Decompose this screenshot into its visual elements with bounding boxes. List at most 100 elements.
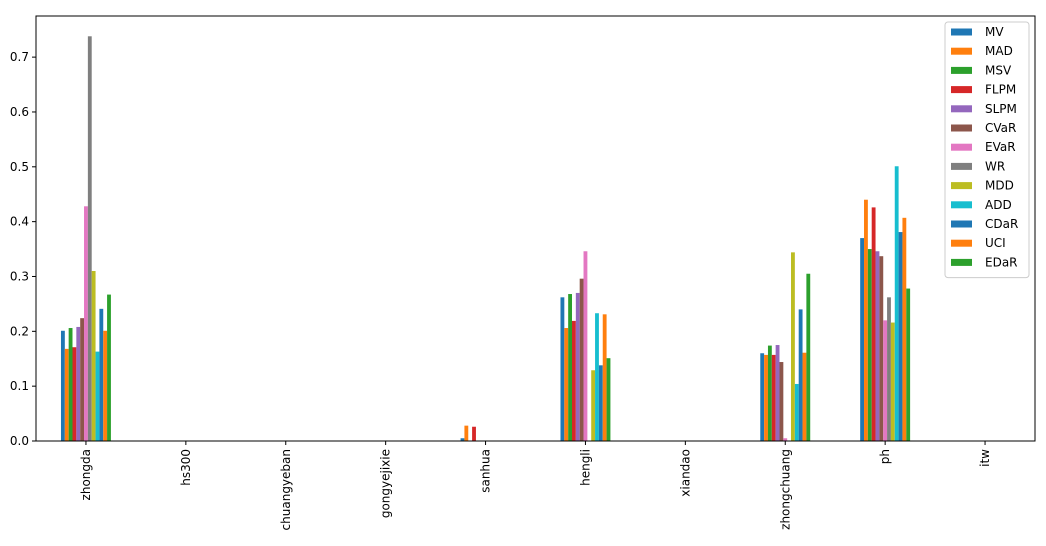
legend-swatch-msv [951,66,972,74]
legend-label-flpm: FLPM [985,83,1016,97]
bar-mdd-zhongchuang [791,252,795,441]
bar-cdar-ph [898,232,903,441]
legend-label-add: ADD [985,198,1012,212]
x-tick-label-xiandao: xiandao [678,449,692,497]
bar-mad-ph [864,199,868,441]
legend-label-mdd: MDD [985,179,1014,193]
bar-edar-zhongda [107,294,111,441]
bar-flpm-zhongchuang [771,354,776,441]
legend-label-uci: UCI [985,236,1006,250]
bar-mdd-ph [890,322,895,441]
bar-msv-zhongchuang [767,345,772,441]
bars-layer [60,36,911,441]
legend-label-wr: WR [985,159,1005,173]
legend-swatch-cvar [951,124,972,132]
bar-add-hengli [595,313,599,441]
bar-add-zhongda [95,351,100,441]
bar-mv-zhongda [60,330,65,441]
bar-evar-zhongda [84,206,88,441]
bar-edar-hengli [606,358,611,441]
legend-swatch-wr [951,162,972,170]
legend-swatch-edar [951,258,972,266]
bar-wr-zhongda [87,36,92,441]
legend-label-edar: EDaR [985,255,1018,269]
bar-flpm-zhongda [72,347,77,441]
x-tick-label-zhongda: zhongda [79,449,93,500]
legend-swatch-flpm [951,86,972,94]
bar-mv-sanhua [460,438,465,441]
bar-add-zhongchuang [794,383,799,441]
bar-mdd-hengli [591,370,596,441]
bar-evar-ph [883,320,888,441]
y-axis: 0.0 0.1 0.2 0.3 0.4 0.5 0.6 0.7 [10,50,36,448]
legend-swatch-mad [951,47,972,55]
x-axis: zhongda hs300 chuangyeban gongyejixie sanhua… [79,441,992,530]
legend-label-cvar: CVaR [985,121,1016,135]
bar-mv-hengli [560,297,565,441]
y-tick-label: 0.7 [10,50,29,64]
bar-cvar-hengli [579,278,584,441]
bar-mv-zhongchuang [760,353,765,441]
bar-uci-zhongda [103,330,108,441]
bar-edar-zhongchuang [806,273,811,441]
y-tick-label: 0.3 [10,269,29,283]
legend-swatch-mv [951,28,972,36]
bar-cvar-zhongchuang [779,362,784,441]
bar-mad-zhongda [64,348,69,441]
bar-slpm-zhongchuang [775,345,780,441]
y-tick-label: 0.2 [10,324,29,338]
bar-evar-hengli [583,251,588,441]
bar-cvar-ph [879,256,884,441]
x-tick-label-zhongchuang: zhongchuang [778,449,792,530]
legend-swatch-mdd [951,182,972,190]
bar-cdar-zhongda [99,308,104,441]
x-tick-label-hs300: hs300 [179,449,193,486]
plot-area-frame [35,15,1036,442]
y-tick-label: 0.5 [10,160,29,174]
bar-mdd-zhongda [91,271,96,441]
legend: MV MAD MSV FLPM SLPM CVaR EVaR WR MDD ADD CDaR UCI E… [944,21,1030,279]
x-tick-label-hengli: hengli [578,449,592,486]
bar-evar-zhongchuang [783,438,788,441]
y-tick-label: 0.6 [10,105,29,119]
x-tick-label-gongyejixie: gongyejixie [379,449,393,518]
bar-flpm-sanhua [472,426,476,441]
legend-label-slpm: SLPM [985,102,1017,116]
bar-mad-sanhua [464,425,469,441]
x-tick-label-ph: ph [878,449,892,464]
bar-add-ph [894,166,899,441]
bar-mad-hengli [564,328,569,441]
legend-label-cdar: CDaR [985,217,1018,231]
legend-label-mad: MAD [985,44,1013,58]
bar-slpm-hengli [575,292,580,441]
bar-flpm-hengli [572,320,576,441]
y-tick-label: 0.0 [10,434,29,448]
bar-mad-zhongchuang [764,354,768,441]
x-tick-label-chuangyeban: chuangyeban [279,449,293,530]
bar-cdar-hengli [598,365,603,441]
bar-uci-ph [902,217,907,441]
bar-slpm-ph [875,251,880,441]
bar-msv-hengli [568,294,572,441]
bar-uci-hengli [602,314,607,441]
bar-cdar-zhongchuang [798,309,803,441]
bar-mv-ph [860,238,865,441]
legend-label-msv: MSV [985,63,1012,77]
bar-uci-zhongchuang [802,352,807,441]
bar-edar-ph [906,288,911,441]
y-tick-label: 0.4 [10,215,29,229]
legend-label-evar: EVaR [985,140,1016,154]
bar-slpm-zhongda [76,326,81,441]
legend-swatch-evar [951,143,972,151]
bar-msv-zhongda [68,328,73,441]
x-tick-label-sanhua: sanhua [479,449,493,493]
legend-swatch-uci [951,239,972,247]
bar-cvar-zhongda [80,318,85,441]
legend-box [944,21,1030,279]
bar-wr-ph [887,297,891,441]
legend-label-mv: MV [985,25,1004,39]
legend-swatch-cdar [951,220,972,228]
y-tick-label: 0.1 [10,379,29,393]
legend-swatch-add [951,201,972,209]
